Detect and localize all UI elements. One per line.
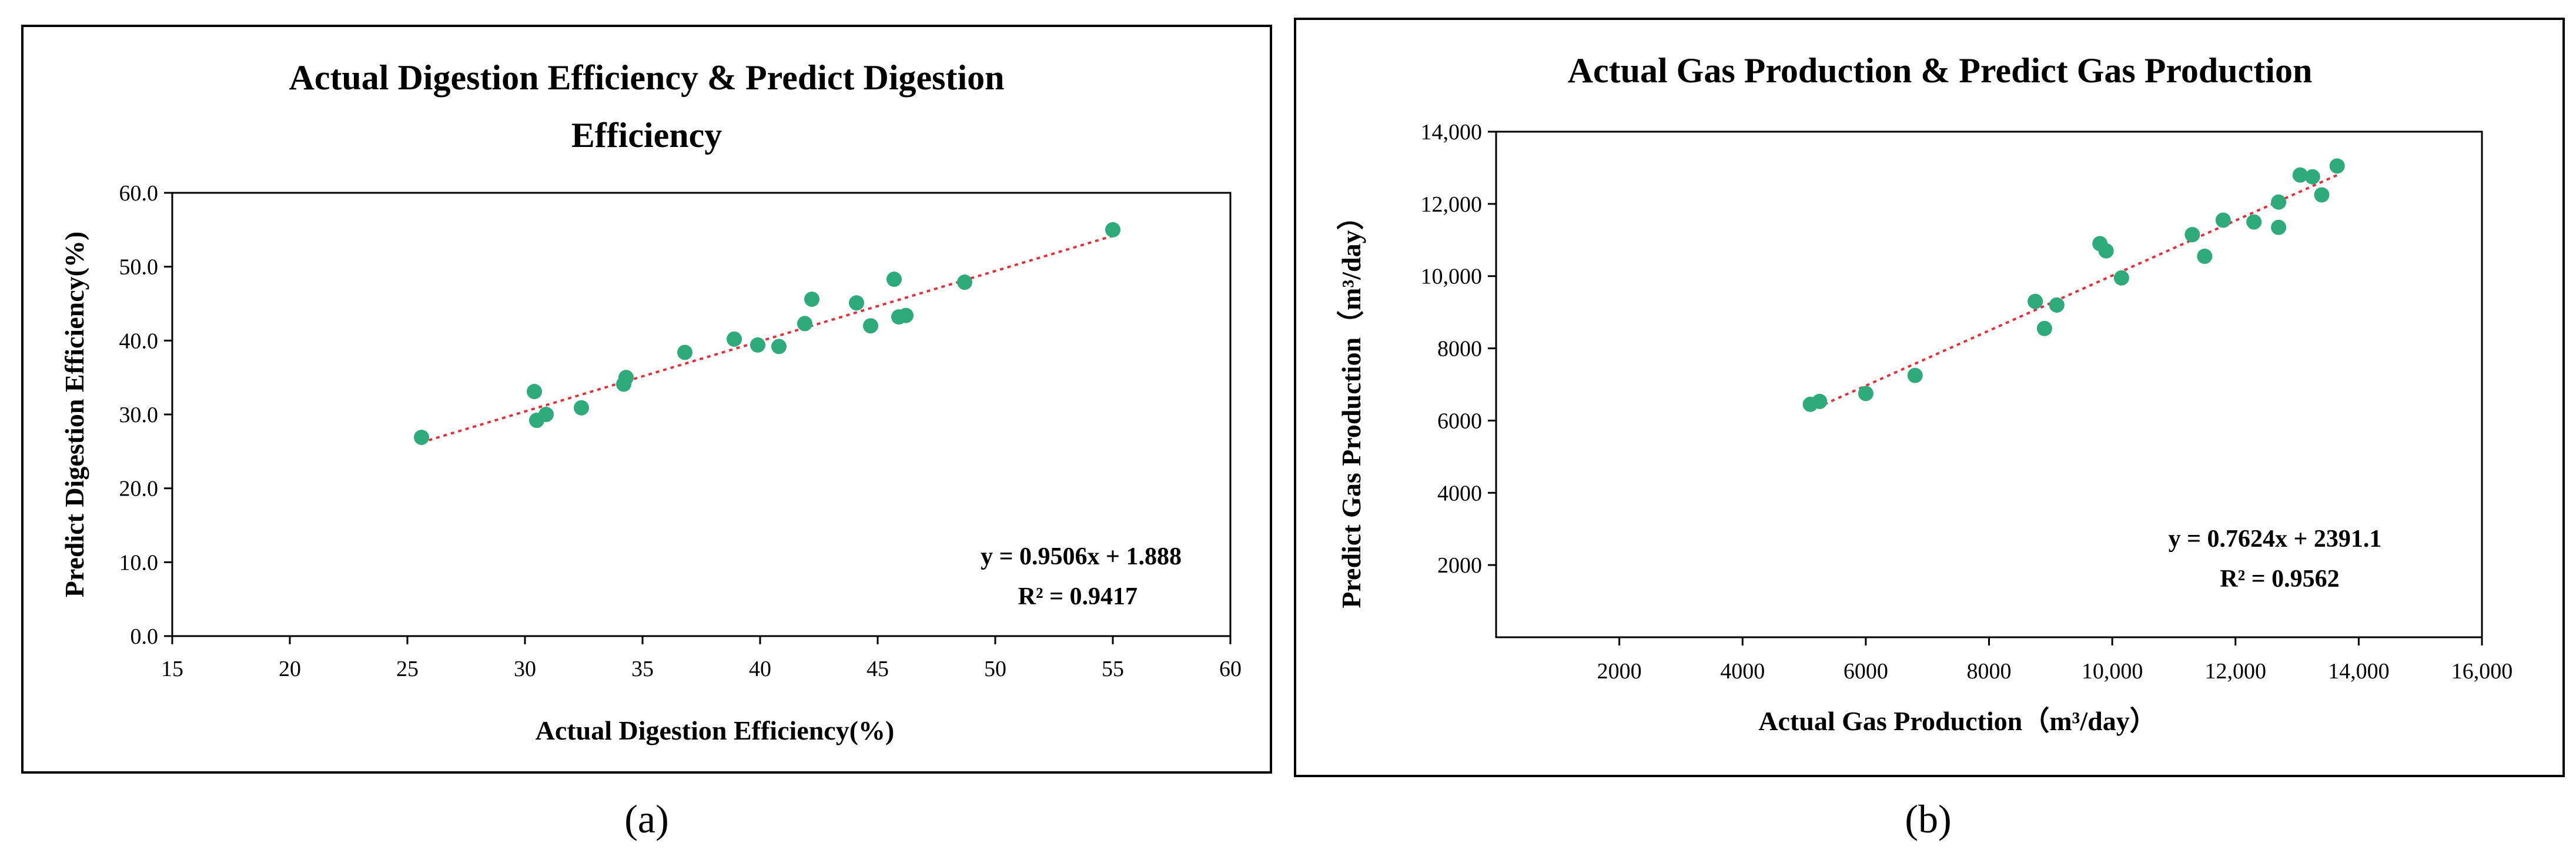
data-point (1907, 367, 1923, 383)
y-tick-label: 10.0 (119, 550, 159, 575)
chart-a-y-label: Predict Digestion Efficiency(%) (59, 232, 89, 598)
x-tick-label: 25 (396, 657, 419, 681)
y-tick-label: 6000 (1437, 409, 1482, 433)
chart-b-trendline (1809, 172, 2341, 412)
x-tick-label: 40 (749, 657, 771, 681)
chart-a-points (414, 222, 1120, 445)
data-point (574, 400, 589, 416)
y-tick-label: 2000 (1437, 553, 1482, 578)
chart-b-r2: R² = 0.9562 (2220, 566, 2339, 593)
x-tick-label: 20 (279, 657, 301, 681)
data-point (2184, 227, 2200, 243)
x-tick-label: 30 (514, 657, 536, 681)
data-point (2197, 248, 2213, 264)
chart-b-y-label: Predict Gas Production（m³/day） (1336, 203, 1366, 608)
data-point (2028, 293, 2043, 309)
data-point (771, 339, 787, 354)
data-point (2098, 243, 2114, 259)
chart-a-x-axis: 15 20 25 30 35 40 45 50 55 60 (161, 636, 1242, 681)
panel-a-frame (21, 25, 1272, 774)
y-tick-label: 0.0 (131, 624, 159, 649)
chart-b-equation: y = 0.7624x + 2391.1 (2169, 526, 2382, 553)
data-point (2292, 167, 2308, 183)
chart-a-title-line-2: Efficiency (571, 116, 722, 155)
chart-a-trendline (421, 235, 1113, 444)
y-tick-label: 12,000 (1421, 192, 1483, 217)
x-tick-label: 4000 (1720, 659, 1765, 684)
data-point (1858, 386, 1874, 402)
y-tick-label: 10,000 (1421, 265, 1483, 289)
data-point (863, 318, 878, 334)
x-tick-label: 45 (867, 657, 889, 681)
data-point (849, 295, 864, 311)
data-point (2049, 297, 2065, 313)
chart-b-x-label: Actual Gas Production（m³/day） (1758, 706, 2156, 736)
chart-a-equation: y = 0.9506x + 1.888 (981, 543, 1182, 570)
y-tick-label: 30.0 (119, 403, 159, 427)
data-point (2271, 194, 2287, 210)
data-point (797, 316, 812, 332)
data-point (2329, 158, 2345, 174)
x-tick-label: 2000 (1597, 659, 1642, 684)
data-point (538, 407, 554, 422)
data-point (727, 331, 742, 347)
data-point (2113, 270, 2129, 286)
data-point (2246, 214, 2262, 230)
panel-b-label: (b) (1905, 797, 1951, 841)
x-tick-label: 14,000 (2328, 659, 2390, 684)
data-point (2314, 187, 2330, 203)
x-tick-label: 10,000 (2082, 659, 2143, 684)
y-tick-label: 14,000 (1421, 120, 1483, 145)
y-tick-label: 60.0 (119, 181, 159, 206)
data-point (414, 429, 429, 445)
data-point (804, 291, 819, 307)
data-point (2304, 169, 2320, 185)
chart-b-y-axis: 2000 4000 6000 8000 10,000 12,000 14,000 (1421, 120, 1496, 578)
chart-panel-b: Actual Gas Production & Predict Gas Prod… (1294, 18, 2565, 777)
data-point (1105, 222, 1120, 237)
x-tick-label: 15 (161, 657, 183, 681)
data-point (898, 307, 914, 323)
y-tick-label: 4000 (1437, 481, 1482, 506)
y-tick-label: 50.0 (119, 255, 159, 280)
data-point (1812, 393, 1828, 409)
chart-a-title-line-1: Actual Digestion Efficiency & Predict Di… (289, 58, 1004, 97)
chart-a-r2: R² = 0.9417 (1018, 583, 1138, 610)
data-point (2036, 320, 2052, 336)
data-point (618, 370, 634, 386)
chart-panel-a: Actual Digestion Efficiency & Predict Di… (21, 25, 1272, 774)
y-tick-label: 40.0 (119, 329, 159, 353)
x-tick-label: 55 (1102, 657, 1124, 681)
x-tick-label: 60 (1219, 657, 1242, 681)
x-tick-label: 8000 (1967, 659, 2012, 684)
data-point (677, 344, 692, 360)
y-tick-label: 8000 (1437, 337, 1482, 362)
data-point (957, 275, 972, 290)
y-tick-label: 20.0 (119, 477, 159, 501)
chart-b-points (1802, 158, 2345, 412)
x-tick-label: 12,000 (2205, 659, 2267, 684)
data-point (2271, 219, 2287, 235)
chart-b-plot-area (1495, 131, 2483, 638)
x-tick-label: 35 (631, 657, 654, 681)
panel-b-frame (1294, 18, 2565, 777)
data-point (527, 384, 542, 400)
x-tick-label: 50 (984, 657, 1006, 681)
chart-a-x-label: Actual Digestion Efficiency(%) (536, 715, 895, 745)
data-point (750, 337, 765, 353)
chart-b-title: Actual Gas Production & Predict Gas Prod… (1568, 51, 2313, 90)
data-point (2215, 212, 2231, 228)
data-point (886, 272, 902, 287)
x-tick-label: 6000 (1844, 659, 1888, 684)
chart-b-x-axis: 2000 4000 6000 8000 10,000 12,000 14,000 16,000 (1597, 637, 2513, 684)
chart-a-y-axis: 0.0 10.0 20.0 30.0 40.0 50.0 60.0 (119, 181, 172, 649)
panel-a-label: (a) (624, 797, 668, 841)
x-tick-label: 16,000 (2451, 659, 2513, 684)
